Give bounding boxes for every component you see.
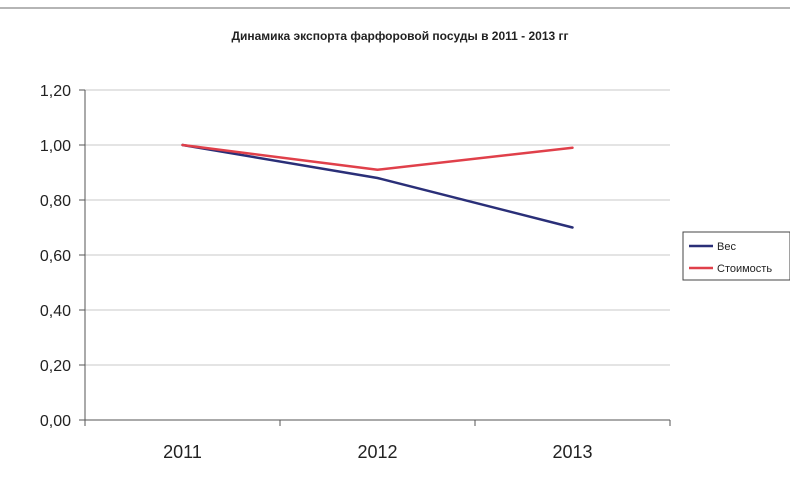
grid-layer [85, 89, 670, 366]
chart-title: Динамика экспорта фарфоровой посуды в 20… [231, 29, 568, 43]
x-tick-label: 2012 [357, 442, 397, 462]
y-tick-label: 1,00 [40, 138, 71, 155]
axis-layer: 0,00 0,20 0,40 0,60 0,80 1,00 1,20 2011 2012 2013 [40, 83, 671, 462]
legend-box [682, 231, 790, 281]
y-tick-label: 1,20 [40, 83, 71, 100]
x-tick-label: 2013 [552, 442, 592, 462]
series-line [181, 143, 574, 171]
y-tick-label: 0,40 [40, 303, 71, 320]
x-tick-label: 2011 [163, 442, 202, 462]
legend-label: Стоимость [717, 263, 772, 275]
legend-label: Вес [717, 241, 736, 253]
series-layer [181, 143, 574, 229]
y-tick-label: 0,20 [40, 358, 71, 375]
legend: Вес Стоимость [682, 231, 790, 281]
y-tick-label: 0,80 [40, 193, 71, 210]
y-tick-label: 0,00 [40, 413, 71, 430]
y-tick-label: 0,60 [40, 248, 71, 265]
series-line [181, 143, 574, 229]
